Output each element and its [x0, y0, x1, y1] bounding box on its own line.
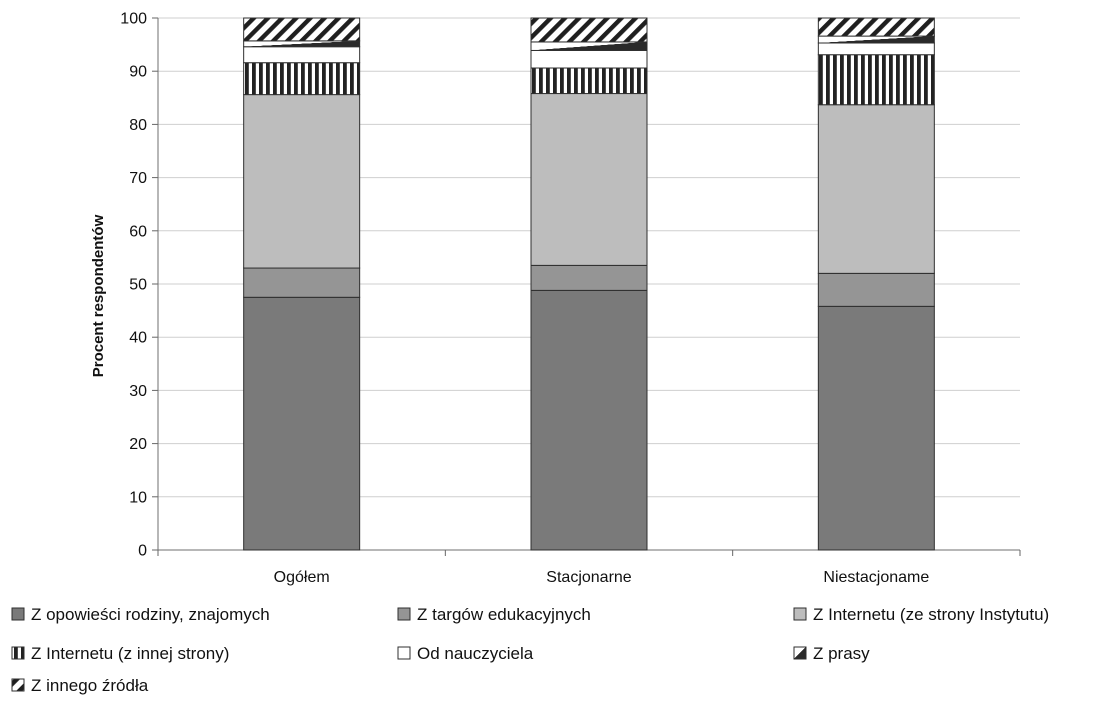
legend-label-2: Z targów edukacyjnych — [417, 605, 591, 624]
legend-label-4: Z Internetu (z innej strony) — [31, 644, 229, 663]
legend-swatch-7 — [11, 678, 25, 692]
bar-segment-3-4 — [817, 54, 935, 106]
y-tick-label-80: 80 — [129, 117, 147, 134]
bar-segment-1-2 — [243, 267, 361, 298]
x-tick-label-1: Stacjonarne — [546, 569, 631, 586]
bar-segment-1-3 — [243, 94, 361, 269]
bars-layer — [243, 17, 935, 551]
y-tick-label-50: 50 — [129, 277, 147, 294]
bar-segment-3-1 — [817, 305, 935, 551]
bar-segment-3-7 — [817, 17, 935, 37]
bar-segment-2-6 — [530, 41, 648, 51]
bar-segment-2-2 — [530, 264, 648, 291]
bar-segment-1-6 — [243, 40, 361, 48]
y-tick-label-90: 90 — [129, 64, 147, 81]
legend-swatch-2 — [397, 607, 411, 621]
bar-segment-1-4 — [243, 62, 361, 96]
legend-label-1: Z opowieści rodziny, znajomych — [31, 605, 270, 624]
bar-segment-1-1 — [243, 296, 361, 551]
y-tick-label-70: 70 — [129, 170, 147, 187]
legend-label-6: Z prasy — [813, 644, 870, 663]
y-tick-label-100: 100 — [120, 11, 147, 28]
x-tick-label-0: Ogółem — [274, 569, 330, 586]
legend-swatch-4 — [11, 646, 25, 660]
labels-layer: 0 10 20 30 40 50 60 70 80 90 100 Ogółem Stacjonarne N… — [120, 11, 929, 587]
x-tick-label-2: Niestacjoname — [823, 569, 929, 586]
bar-segment-1-5 — [243, 46, 361, 64]
legend-layer: Z opowieści rodziny, znajomych Z targów e… — [11, 605, 1049, 695]
bar-segment-2-5 — [530, 49, 648, 69]
legend-swatch-1 — [11, 607, 25, 621]
bar-segment-3-3 — [817, 104, 935, 274]
y-axis-title: Procent respondentów — [90, 214, 107, 377]
y-tick-label-40: 40 — [129, 330, 147, 347]
y-tick-label-60: 60 — [129, 223, 147, 240]
legend-label-3: Z Internetu (ze strony Instytutu) — [813, 605, 1049, 624]
bar-segment-3-6 — [817, 35, 935, 44]
y-tick-label-0: 0 — [138, 543, 147, 560]
bar-segment-1-7 — [243, 17, 361, 42]
legend-label-7: Z innego źródła — [31, 676, 149, 695]
legend-swatch-3 — [793, 607, 807, 621]
bar-segment-2-3 — [530, 93, 648, 266]
y-tick-label-20: 20 — [129, 436, 147, 453]
legend-label-5: Od nauczyciela — [417, 644, 534, 663]
bar-segment-3-2 — [817, 272, 935, 307]
legend-swatch-5 — [397, 646, 411, 660]
bar-segment-2-4 — [530, 67, 648, 95]
y-tick-label-10: 10 — [129, 489, 147, 506]
bar-segment-2-1 — [530, 289, 648, 551]
bar-segment-3-5 — [817, 42, 935, 56]
legend-swatch-6 — [793, 646, 807, 660]
bar-segment-2-7 — [530, 17, 648, 43]
y-tick-label-30: 30 — [129, 383, 147, 400]
